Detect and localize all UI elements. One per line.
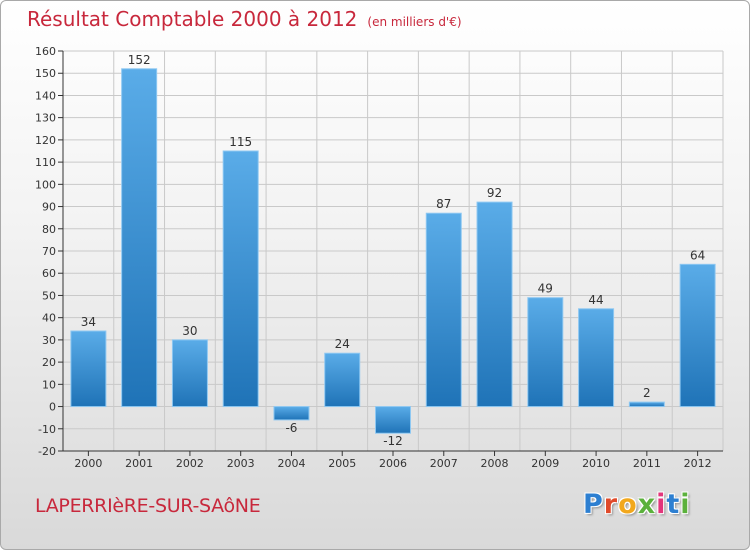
x-tick-label: 2009 [531,457,559,470]
bar-2003[interactable] [222,150,259,408]
y-tick-label: 80 [42,223,56,236]
data-label-2006: -12 [383,434,403,448]
y-tick-label: 10 [42,378,56,391]
x-tick-label: 2010 [582,457,610,470]
gridlines [62,50,724,452]
logo-letter: i [680,489,691,520]
logo-letter: o [618,489,638,520]
data-label-2007: 87 [436,197,451,211]
y-tick-label: 160 [35,45,56,58]
bar-2011[interactable] [628,401,665,408]
bar-2000[interactable] [70,330,107,408]
data-label-2000: 34 [81,315,96,329]
x-tick-label: 2001 [125,457,153,470]
data-label-2004: -6 [285,421,297,435]
y-tick-label: 120 [35,134,56,147]
y-tick-label: 150 [35,67,56,80]
logo-letter: t [666,489,681,520]
y-tick-label: 100 [35,178,56,191]
bar-2012[interactable] [679,263,716,408]
y-tick-label: 0 [49,401,56,414]
x-tick-label: 2008 [481,457,509,470]
data-label-2010: 44 [588,293,603,307]
chart-title: Résultat Comptable 2000 à 2012 (en millie… [27,7,462,31]
bar-2002[interactable] [171,339,208,408]
bar-2009[interactable] [527,297,564,408]
logo-letter: x [637,489,657,520]
bar-2007[interactable] [425,212,462,408]
x-tick-label: 2006 [379,457,407,470]
y-tick-label: 40 [42,312,56,325]
data-label-2009: 49 [538,282,553,296]
bars [70,68,716,434]
data-label-2008: 92 [487,186,502,200]
logo-letter: P [583,489,604,520]
x-tick-label: 2011 [633,457,661,470]
y-tick-label: 110 [35,156,56,169]
axes: -20 -10 0 10 20 30 40 50 60 70 80 90 100 110 120 130 140… [35,45,723,470]
y-tick-label: 70 [42,245,56,258]
x-tick-label: 2000 [74,457,102,470]
y-tick-label: 30 [42,334,56,347]
bar-2008[interactable] [476,201,513,408]
data-label-2012: 64 [690,248,705,262]
y-tick-label: -10 [38,423,56,436]
x-tick-label: 2012 [684,457,712,470]
x-tick-label: 2004 [277,457,305,470]
y-tick-label: 130 [35,112,56,125]
data-label-2001: 152 [128,53,151,67]
x-tick-label: 2005 [328,457,356,470]
y-tick-label: 140 [35,89,56,102]
bar-2004[interactable] [273,406,310,421]
bar-2006[interactable] [375,406,411,434]
x-tick-label: 2007 [430,457,458,470]
chart-title-text: Résultat Comptable 2000 à 2012 [27,7,358,31]
y-tick-label: -20 [38,445,56,458]
x-tick-label: 2003 [227,457,255,470]
y-tick-label: 50 [42,289,56,302]
data-label-2011: 2 [643,386,651,400]
data-label-2003: 115 [229,135,252,149]
proxiti-logo[interactable]: Proxiti [583,489,691,520]
bar-2005[interactable] [324,352,361,408]
bar-2001[interactable] [121,68,158,408]
x-tick-label: 2002 [176,457,204,470]
data-label-2002: 30 [182,324,197,338]
y-tick-label: 20 [42,356,56,369]
chart-subtitle: (en milliers d'€) [367,15,462,29]
logo-letter: i [656,489,667,520]
data-label-2005: 24 [335,337,350,351]
y-tick-label: 60 [42,267,56,280]
commune-name: LAPERRIèRE-SUR-SAôNE [35,495,261,517]
y-tick-label: 90 [42,201,56,214]
logo-letter: r [603,489,619,520]
bar-2010[interactable] [578,308,615,408]
data-labels: 34 152 30 115 -6 24 -12 87 92 49 44 2 64 [81,53,706,448]
